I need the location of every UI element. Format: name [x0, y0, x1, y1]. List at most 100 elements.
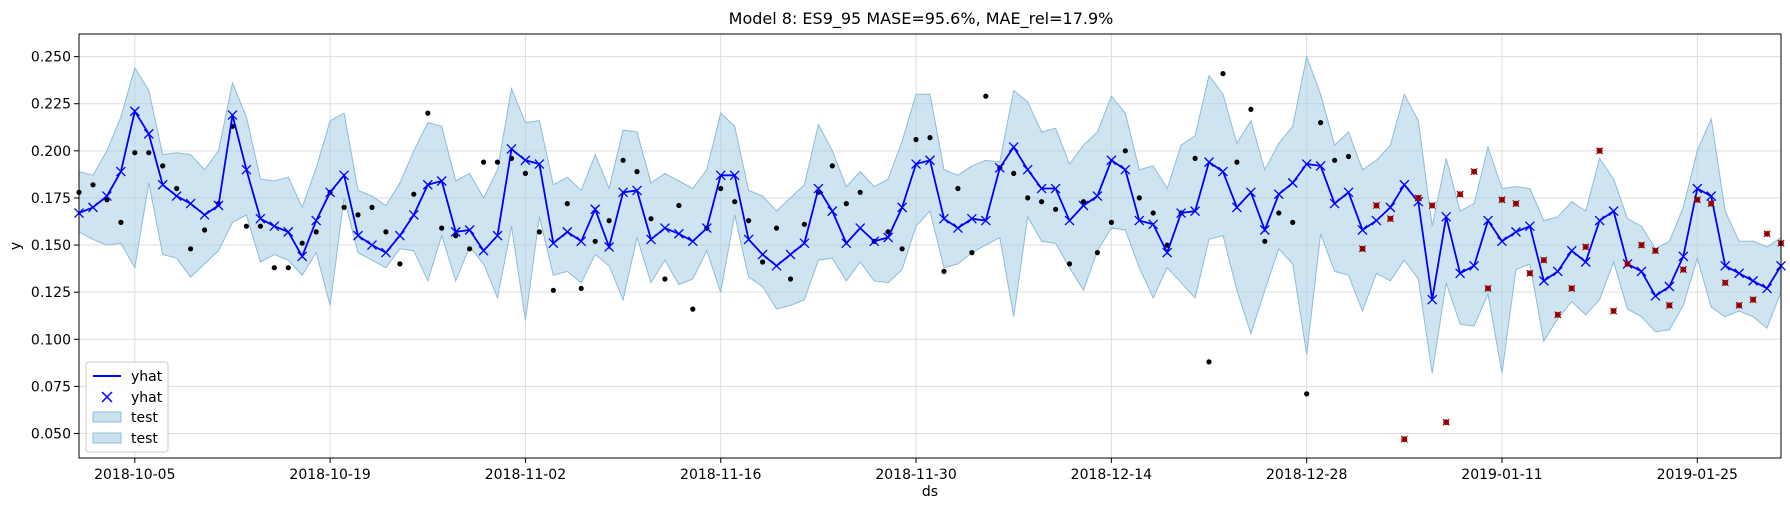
yhat-series	[74, 106, 1786, 305]
yhat-marker	[799, 238, 810, 249]
test-point	[1554, 311, 1562, 319]
chart-title: Model 8: ES9_95 MASE=95.6%, MAE_rel=17.9…	[729, 9, 1114, 29]
test-point	[1651, 247, 1659, 255]
yhat-marker	[422, 179, 433, 190]
yhat-marker	[618, 187, 629, 198]
train-point	[1122, 148, 1128, 154]
train-point	[355, 212, 361, 218]
test-point	[1498, 196, 1506, 204]
test-point	[1721, 279, 1729, 287]
yhat-marker	[673, 228, 684, 239]
train-point	[1345, 153, 1352, 160]
train-point	[1332, 157, 1338, 163]
yhat-marker	[701, 223, 712, 234]
x-tick-label: 2018-10-05	[94, 467, 175, 483]
yhat-marker	[311, 215, 322, 226]
yhat-marker	[911, 159, 922, 169]
y-tick-label: 0.175	[31, 191, 71, 207]
train-point	[634, 169, 640, 175]
yhat-marker	[632, 185, 642, 196]
yhat-marker	[980, 215, 991, 226]
test-point	[1707, 200, 1715, 208]
train-point	[913, 136, 919, 143]
test-point	[1386, 215, 1394, 223]
legend-yhat-marker-label: yhat	[131, 390, 163, 406]
yhat-marker	[897, 202, 908, 213]
train-point	[397, 261, 403, 267]
yhat-marker	[143, 128, 154, 139]
yhat-marker	[938, 213, 949, 224]
train-point	[1206, 359, 1212, 365]
yhat-marker	[1413, 196, 1424, 207]
train-point	[1304, 391, 1310, 397]
yhat-marker	[283, 226, 294, 237]
train-point	[662, 276, 668, 282]
legend-test-band-swatch-1	[92, 411, 122, 423]
train-point	[941, 268, 947, 274]
train-point	[760, 259, 766, 265]
yhat-marker	[1273, 189, 1284, 200]
yhat-marker	[952, 223, 963, 234]
yhat-marker	[1050, 183, 1061, 194]
yhat-marker	[1106, 155, 1117, 166]
x-tick-label: 2018-10-19	[289, 467, 370, 483]
train-point	[1136, 195, 1142, 201]
yhat-marker	[325, 187, 336, 198]
train-point	[202, 227, 208, 233]
yhat-marker	[1538, 275, 1549, 286]
yhat-marker	[1343, 187, 1354, 198]
yhat-marker	[883, 232, 894, 243]
yhat-marker	[1692, 183, 1703, 194]
train-point	[1080, 199, 1087, 205]
yhat-marker	[171, 191, 182, 202]
legend-yhat-line-label: yhat	[131, 369, 163, 385]
train-point	[494, 159, 501, 165]
yhat-marker	[1064, 215, 1075, 226]
yhat-marker	[1455, 268, 1466, 279]
test-point	[1637, 241, 1646, 249]
train-point	[969, 250, 975, 256]
yhat-marker	[604, 241, 615, 252]
test-point	[1610, 307, 1618, 315]
yhat-marker	[1469, 260, 1480, 271]
yhat-marker	[1552, 266, 1563, 277]
yhat-marker	[1483, 215, 1493, 226]
yhat-marker	[994, 162, 1005, 173]
yhat-marker	[1524, 221, 1535, 232]
test-point	[1568, 284, 1576, 292]
yhat-marker	[576, 236, 587, 247]
test-point	[1693, 196, 1701, 204]
yhat-marker	[157, 179, 168, 190]
train-point	[1262, 238, 1268, 244]
legend-test-band-swatch-2	[92, 432, 122, 444]
train-point	[257, 223, 263, 229]
yhat-marker	[520, 155, 531, 166]
yhat-marker	[1008, 142, 1019, 153]
test-point	[1526, 269, 1534, 277]
test-point	[1358, 245, 1367, 253]
yhat-marker	[646, 234, 656, 245]
yhat-marker	[1748, 275, 1759, 286]
yhat-marker	[199, 209, 210, 220]
train-point	[313, 229, 319, 235]
yhat-marker	[785, 249, 796, 260]
train-point	[787, 276, 794, 282]
y-tick-label: 0.200	[31, 144, 71, 160]
yhat-marker	[255, 213, 266, 224]
x-tick-label: 2018-11-16	[680, 467, 761, 483]
yhat-marker	[869, 236, 880, 247]
yhat-marker	[1385, 202, 1396, 213]
yhat-marker	[1608, 206, 1619, 217]
train-point	[1290, 219, 1296, 225]
train-point	[522, 170, 529, 176]
test-point	[1442, 418, 1450, 426]
yhat-marker	[464, 225, 475, 235]
train-point	[188, 246, 194, 252]
test-point	[1749, 296, 1757, 304]
yhat-marker	[367, 240, 377, 251]
train-point	[564, 201, 570, 207]
yhat-marker	[1315, 160, 1326, 171]
train-point	[690, 306, 696, 312]
train-point	[1108, 219, 1114, 225]
yhat-marker	[1580, 257, 1591, 267]
